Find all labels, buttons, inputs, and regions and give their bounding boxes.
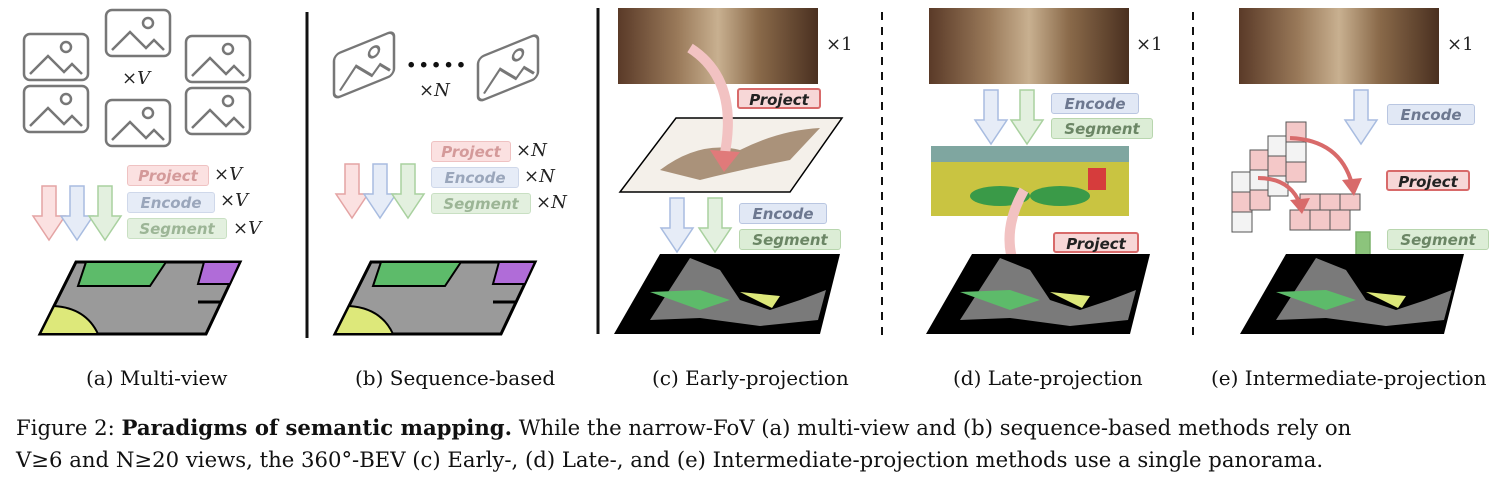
- project-label-d: Project: [1053, 232, 1139, 253]
- encode-arrow-e: [1343, 89, 1379, 146]
- image-icon: [184, 86, 252, 136]
- voxel-grid: [1231, 121, 1361, 233]
- project-multiplier-a: ×V: [214, 164, 243, 185]
- diagram-canvas: [22, 8, 1464, 338]
- project-multiplier-b: ×N: [516, 140, 547, 161]
- image-icon: [22, 84, 90, 134]
- bev-map-b: [332, 260, 538, 336]
- subcaption-e: (e) Intermediate-projection: [1211, 366, 1487, 390]
- encode-label-a: Encode: [127, 192, 215, 213]
- project-arrow-c: [687, 43, 733, 160]
- encode-arrow-d: [973, 89, 1009, 146]
- bev-map-c: [614, 254, 840, 334]
- image-icon: [22, 32, 90, 82]
- image-icon: [332, 31, 396, 99]
- voxel-arrow-1: [1289, 136, 1354, 185]
- pano-multiplier-e: ×1: [1447, 34, 1474, 55]
- panorama-image-e: [1239, 8, 1439, 84]
- image-icon: [476, 34, 540, 102]
- bev-map-d: [926, 254, 1150, 334]
- image-icon: [104, 98, 172, 148]
- caption-line-2: V≥6 and N≥20 views, the 360°-BEV (c) Ear…: [16, 447, 1324, 472]
- images-multiplier-b: ×N: [419, 80, 450, 101]
- subcaption-d: (d) Late-projection: [953, 366, 1143, 390]
- project-label-b: Project: [431, 141, 511, 162]
- encode-multiplier-a: ×V: [220, 190, 249, 211]
- encode-arrow-c: [659, 197, 695, 254]
- segment-label-a: Segment: [127, 218, 227, 239]
- encode-multiplier-b: ×N: [524, 166, 555, 187]
- caption-bold-title: Paradigms of semantic mapping.: [121, 415, 512, 440]
- encode-label-c: Encode: [739, 203, 827, 224]
- pano-multiplier-d: ×1: [1136, 34, 1163, 55]
- image-icons-a: [22, 8, 252, 148]
- segment-label-d: Segment: [1051, 118, 1153, 139]
- caption-prefix: Figure 2:: [16, 415, 122, 440]
- arrows-b: [334, 163, 426, 220]
- subcaption-c: (c) Early-projection: [652, 366, 849, 390]
- panorama-image-d: [929, 8, 1129, 84]
- project-label-e: Project: [1386, 170, 1470, 191]
- segment-multiplier-b: ×N: [536, 192, 567, 213]
- arrows-a: [31, 185, 123, 242]
- encode-label-b: Encode: [431, 167, 519, 188]
- segment-label-b: Segment: [431, 193, 531, 214]
- image-icons-b: [332, 31, 540, 102]
- image-icon: [104, 8, 172, 58]
- segment-multiplier-a: ×V: [233, 218, 262, 239]
- encode-label-d: Encode: [1051, 93, 1139, 114]
- pano-multiplier-c: ×1: [826, 34, 853, 55]
- encode-label-e: Encode: [1387, 104, 1475, 125]
- caption-line1-rest: While the narrow-FoV (a) multi-view and …: [511, 415, 1352, 440]
- project-arrowhead-c: [710, 150, 740, 172]
- project-label-c: Project: [737, 88, 821, 109]
- figure-caption: Figure 2: Paradigms of semantic mapping.…: [16, 412, 1502, 476]
- images-multiplier-a: ×V: [122, 68, 151, 89]
- project-label-a: Project: [127, 165, 209, 186]
- subcaption-a: (a) Multi-view: [86, 366, 228, 390]
- image-icon: [184, 34, 252, 84]
- subcaption-b: (b) Sequence-based: [355, 366, 556, 390]
- bev-map-a: [37, 260, 243, 336]
- segment-arrow-c: [697, 197, 733, 254]
- bev-map-e: [1240, 254, 1464, 334]
- segment-label-e: Segment: [1387, 229, 1489, 250]
- segment-arrow-d: [1009, 89, 1045, 146]
- caption-line-1: Figure 2: Paradigms of semantic mapping.…: [16, 412, 1502, 444]
- ellipsis: .....: [406, 40, 469, 75]
- segment-label-c: Segment: [739, 229, 841, 250]
- point-cloud: [660, 128, 820, 180]
